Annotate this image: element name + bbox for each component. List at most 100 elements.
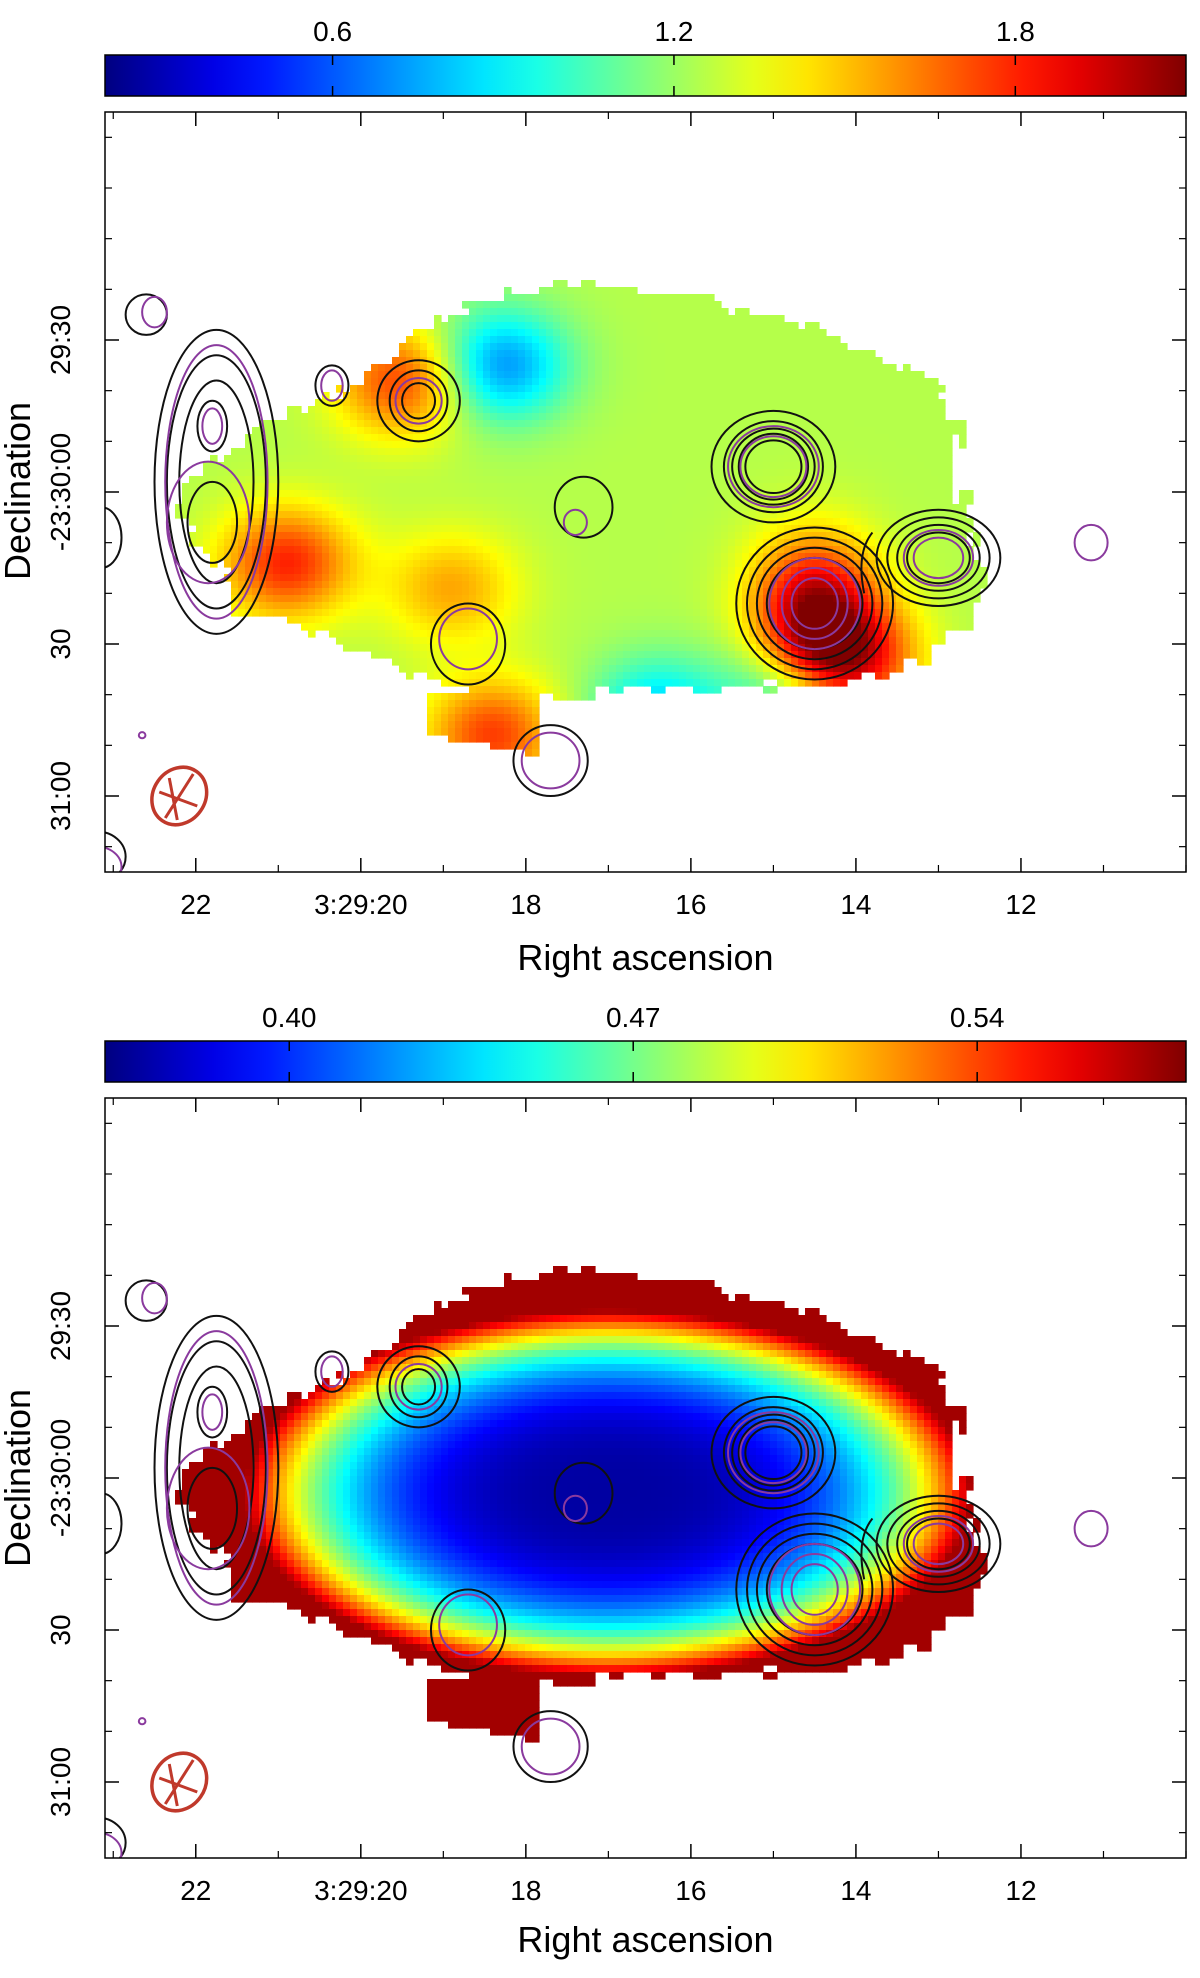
- map-pixel: [693, 413, 701, 421]
- map-pixel: [826, 364, 834, 372]
- map-pixel: [182, 497, 190, 505]
- map-pixel: [329, 399, 337, 407]
- map-pixel: [777, 392, 785, 400]
- map-pixel: [574, 350, 582, 358]
- map-pixel: [420, 504, 428, 512]
- map-pixel: [777, 413, 785, 421]
- map-pixel: [588, 385, 596, 393]
- map-pixel: [420, 609, 428, 617]
- map-pixel: [805, 518, 813, 526]
- map-pixel: [693, 301, 701, 309]
- map-pixel: [609, 567, 617, 575]
- map-pixel: [826, 336, 834, 344]
- map-pixel: [504, 602, 512, 610]
- map-pixel: [462, 336, 470, 344]
- map-pixel: [644, 665, 652, 673]
- map-pixel: [392, 581, 400, 589]
- map-pixel: [462, 630, 470, 638]
- map-pixel: [455, 630, 463, 638]
- map-pixel: [392, 427, 400, 435]
- map-pixel: [420, 441, 428, 449]
- map-pixel: [882, 511, 890, 519]
- map-pixel: [637, 420, 645, 428]
- map-pixel: [252, 546, 260, 554]
- map-pixel: [413, 665, 421, 673]
- map-pixel: [756, 602, 764, 610]
- map-pixel: [483, 364, 491, 372]
- map-pixel: [567, 504, 575, 512]
- map-pixel: [406, 483, 414, 491]
- map-pixel: [441, 427, 449, 435]
- map-pixel: [588, 546, 596, 554]
- map-pixel: [945, 420, 953, 428]
- map-pixel: [735, 357, 743, 365]
- map-pixel: [371, 574, 379, 582]
- map-pixel: [784, 595, 792, 603]
- map-pixel: [490, 490, 498, 498]
- map-pixel: [441, 357, 449, 365]
- map-pixel: [350, 441, 358, 449]
- map-pixel: [609, 350, 617, 358]
- map-pixel: [917, 595, 925, 603]
- map-pixel: [595, 581, 603, 589]
- map-pixel: [805, 651, 813, 659]
- map-pixel: [427, 350, 435, 358]
- map-pixel: [882, 490, 890, 498]
- map-pixel: [693, 469, 701, 477]
- map-pixel: [812, 525, 820, 533]
- map-pixel: [882, 651, 890, 659]
- map-pixel: [427, 399, 435, 407]
- map-pixel: [861, 651, 869, 659]
- map-pixel: [469, 413, 477, 421]
- map-pixel: [693, 441, 701, 449]
- map-pixel: [672, 602, 680, 610]
- map-pixel: [546, 469, 554, 477]
- map-pixel: [539, 315, 547, 323]
- map-pixel: [644, 413, 652, 421]
- map-pixel: [658, 462, 666, 470]
- map-pixel: [623, 469, 631, 477]
- map-pixel: [749, 336, 757, 344]
- map-pixel: [875, 441, 883, 449]
- map-pixel: [812, 392, 820, 400]
- map-pixel: [875, 511, 883, 519]
- map-pixel: [546, 497, 554, 505]
- map-pixel: [315, 602, 323, 610]
- map-pixel: [924, 392, 932, 400]
- map-pixel: [546, 371, 554, 379]
- map-pixel: [560, 588, 568, 596]
- map-pixel: [896, 483, 904, 491]
- map-pixel: [315, 504, 323, 512]
- map-pixel: [819, 546, 827, 554]
- map-pixel: [812, 560, 820, 568]
- map-pixel: [420, 588, 428, 596]
- map-pixel: [679, 651, 687, 659]
- map-pixel: [910, 413, 918, 421]
- map-pixel: [938, 455, 946, 463]
- map-pixel: [665, 630, 673, 638]
- map-pixel: [658, 399, 666, 407]
- map-pixel: [455, 420, 463, 428]
- map-pixel: [805, 357, 813, 365]
- map-pixel: [931, 441, 939, 449]
- map-pixel: [553, 343, 561, 351]
- map-pixel: [931, 588, 939, 596]
- map-pixel: [518, 616, 526, 624]
- map-pixel: [252, 525, 260, 533]
- map-pixel: [378, 441, 386, 449]
- map-pixel: [448, 588, 456, 596]
- map-pixel: [679, 567, 687, 575]
- map-pixel: [595, 490, 603, 498]
- map-pixel: [287, 420, 295, 428]
- map-pixel: [679, 623, 687, 631]
- map-pixel: [385, 490, 393, 498]
- map-pixel: [637, 630, 645, 638]
- map-pixel: [721, 532, 729, 540]
- map-pixel: [882, 392, 890, 400]
- map-pixel: [714, 322, 722, 330]
- map-pixel: [707, 588, 715, 596]
- map-pixel: [483, 567, 491, 575]
- map-pixel: [665, 665, 673, 673]
- map-pixel: [266, 455, 274, 463]
- map-pixel: [938, 518, 946, 526]
